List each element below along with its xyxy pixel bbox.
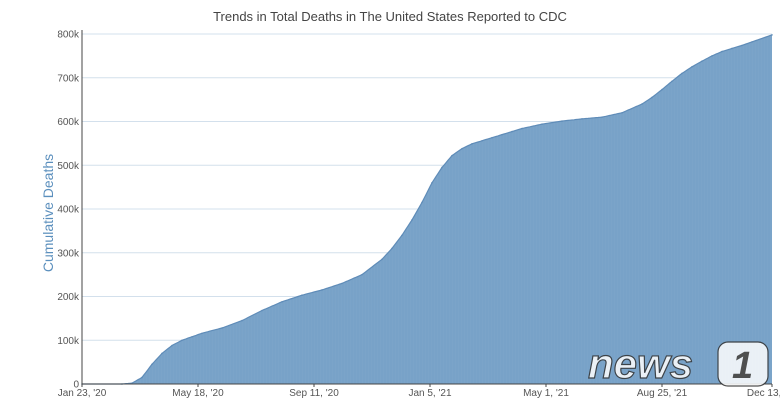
y-tick-label: 400k (57, 205, 80, 216)
data-point (281, 300, 283, 303)
data-point (691, 66, 693, 68)
data-point (601, 116, 603, 118)
data-point (521, 127, 523, 130)
y-axis-label: Cumulative Deaths (40, 154, 56, 272)
data-point (771, 34, 773, 36)
data-point (701, 60, 703, 62)
data-point (151, 363, 153, 366)
data-point (621, 111, 623, 114)
axes (81, 30, 773, 387)
data-point (161, 352, 163, 355)
data-point (341, 282, 343, 285)
area-layer (81, 34, 773, 385)
data-point (201, 332, 203, 335)
chart-title: Trends in Total Deaths in The United Sta… (213, 9, 567, 24)
data-point (141, 376, 143, 379)
data-point (451, 154, 453, 157)
x-tick-label: May 1, '21 (523, 388, 569, 399)
y-tick-label: 300k (57, 248, 80, 259)
data-point (391, 247, 393, 250)
data-point (301, 294, 303, 296)
data-point (381, 258, 383, 261)
x-tick-label: Aug 25, '21 (637, 388, 688, 399)
data-point (641, 103, 643, 105)
watermark-word: news (588, 340, 693, 387)
data-point (241, 319, 243, 322)
x-tick-labels: Jan 23, '20 May 18, '20 Sep 11, '20 Jan 5, … (58, 388, 780, 399)
data-point (221, 327, 223, 329)
data-point (461, 147, 463, 150)
data-point (361, 273, 363, 276)
y-tick-label: 600k (57, 117, 80, 128)
data-point (441, 166, 443, 169)
data-point (711, 55, 713, 57)
data-point (191, 335, 193, 338)
data-point (261, 309, 263, 312)
x-tick-label: Jan 23, '20 (58, 388, 107, 399)
data-point (481, 139, 483, 142)
data-point (541, 123, 543, 125)
y-tick-label: 500k (57, 161, 80, 172)
y-tick-labels: 0 100k 200k 300k 400k 500k 600k 700k 800k (57, 30, 80, 391)
data-point (671, 80, 673, 83)
data-point (421, 201, 423, 204)
watermark-badge (717, 341, 769, 387)
data-point (581, 118, 583, 120)
y-tick-label: 200k (57, 292, 80, 303)
data-point (171, 344, 173, 347)
x-tick-label: Dec 13, '21 (747, 388, 780, 399)
data-point (471, 143, 473, 145)
data-point (411, 219, 413, 221)
data-point (401, 234, 403, 237)
data-point (751, 41, 753, 43)
x-tick-label: Sep 11, '20 (289, 388, 339, 399)
data-point (501, 133, 503, 136)
y-tick-label: 0 (73, 380, 79, 391)
y-tick-label: 700k (57, 73, 80, 84)
data-point (721, 50, 723, 53)
data-point (651, 96, 653, 99)
data-point (561, 120, 563, 122)
data-point (681, 72, 683, 75)
data-point (661, 88, 663, 91)
y-tick-label: 800k (57, 30, 80, 41)
data-point (511, 130, 513, 133)
data-point (181, 339, 183, 342)
area-series-line (82, 34, 773, 385)
data-point (731, 47, 733, 50)
data-point (491, 136, 493, 139)
x-tick-label: May 18, '20 (172, 388, 224, 399)
area-bar-striations (123, 35, 770, 384)
data-point (741, 44, 743, 47)
watermark-number: 1 (732, 345, 753, 387)
data-point (431, 181, 433, 184)
news1-watermark-logo: news 1 (587, 340, 769, 388)
x-tick-label: Jan 5, '21 (408, 388, 451, 399)
y-tick-label: 100k (57, 336, 80, 347)
data-point (321, 289, 323, 291)
